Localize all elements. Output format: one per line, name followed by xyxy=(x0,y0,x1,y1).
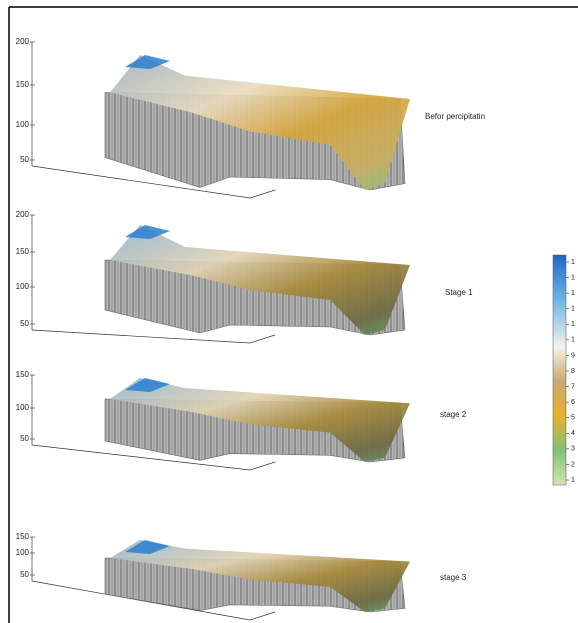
panel: 150 100 50 stage 2 xyxy=(16,370,467,471)
tick-label: 50 xyxy=(20,319,29,328)
axis-line xyxy=(249,189,276,199)
colorbar-label: 1 xyxy=(571,477,575,484)
colorbar-label: 1 xyxy=(571,259,575,266)
tick-label: 150 xyxy=(16,247,30,256)
axis-line xyxy=(249,611,276,621)
colorbar-label: 4 xyxy=(571,430,575,437)
peak xyxy=(125,540,170,554)
colorbar-label: 7 xyxy=(571,383,575,390)
tick-label: 50 xyxy=(20,570,29,579)
panel: 150 100 50 stage 3 xyxy=(16,532,467,621)
colorbar-ticks: 1 1 1 1 1 1 9 8 7 6 5 4 3 2 1 xyxy=(566,259,575,484)
tick-label: 150 xyxy=(16,80,30,89)
panel: 200 150 100 50 Befor percipitatin xyxy=(16,37,485,199)
tick-label: 100 xyxy=(16,282,30,291)
tick-label: 50 xyxy=(20,155,29,164)
tick-label: 200 xyxy=(16,37,30,46)
tick-label: 200 xyxy=(16,210,30,219)
tick-label: 100 xyxy=(16,403,30,412)
terrain-surface xyxy=(110,55,410,190)
peak xyxy=(125,378,170,392)
panel-label: stage 3 xyxy=(440,573,467,582)
colorbar-label: 1 xyxy=(571,290,575,297)
tick-label: 50 xyxy=(20,434,29,443)
tick-label: 150 xyxy=(16,532,30,541)
peak xyxy=(125,55,170,69)
colorbar-label: 1 xyxy=(571,306,575,313)
colorbar-label: 1 xyxy=(571,337,575,344)
axis-line xyxy=(31,165,251,199)
colorbar-label: 6 xyxy=(571,399,575,406)
axis-line xyxy=(249,334,276,344)
axis-line xyxy=(249,461,276,471)
colorbar-label: 3 xyxy=(571,446,575,453)
axis-line xyxy=(31,444,251,471)
panel-label: Stage 1 xyxy=(445,288,473,297)
terrain-surface xyxy=(110,540,410,612)
colorbar-label: 9 xyxy=(571,352,575,359)
tick-label: 100 xyxy=(16,120,30,129)
panel-label: Befor percipitatin xyxy=(425,112,485,121)
colorbar-label: 1 xyxy=(571,321,575,328)
axis-line xyxy=(31,329,251,344)
terrain-surface xyxy=(110,225,410,335)
terrain-surface xyxy=(110,378,410,462)
panel: 200 150 100 50 Stage 1 xyxy=(16,210,473,344)
colorbar-label: 5 xyxy=(571,415,575,422)
colorbar-label: 2 xyxy=(571,461,575,468)
tick-label: 150 xyxy=(16,370,30,379)
panels: 200 150 100 50 Befor percipitatin 200 150 100 50… xyxy=(16,37,485,621)
colorbar-label: 8 xyxy=(571,368,575,375)
peak xyxy=(125,225,170,239)
colorbar-label: 1 xyxy=(571,274,575,281)
panel-label: stage 2 xyxy=(440,410,467,419)
colorbar xyxy=(552,254,567,486)
tick-label: 100 xyxy=(16,548,30,557)
